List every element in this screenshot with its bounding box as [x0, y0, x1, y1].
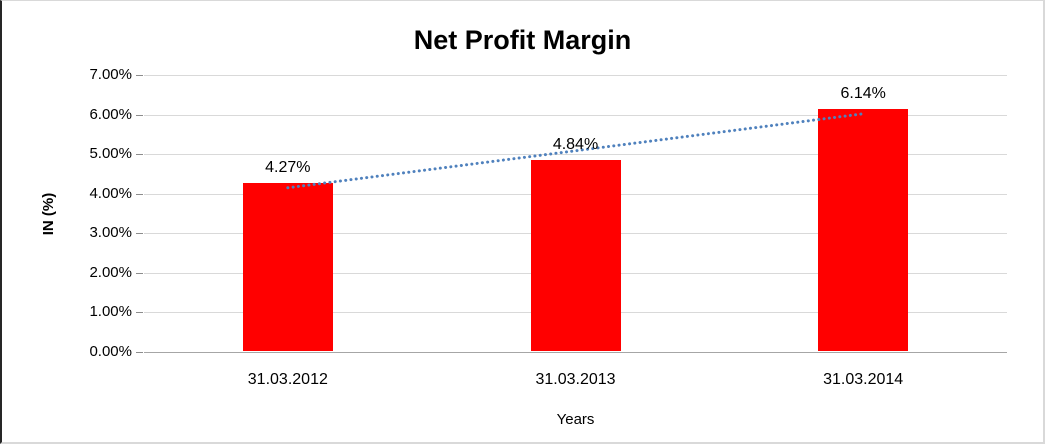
y-tick-mark	[136, 154, 143, 156]
x-tick-label: 31.03.2013	[535, 371, 616, 388]
data-label: 4.27%	[265, 159, 311, 177]
y-tick-mark	[136, 114, 143, 116]
chart-title: Net Profit Margin	[413, 25, 632, 55]
y-tick-label: 3.00%	[89, 224, 132, 242]
y-tick-label: 4.00%	[89, 184, 132, 202]
y-tick-label: 7.00%	[89, 66, 132, 83]
data-label: 6.14%	[840, 85, 886, 103]
gridline	[144, 154, 1007, 156]
y-tick-mark	[136, 193, 143, 195]
plot-area	[144, 75, 1007, 353]
x-axis-title: Years	[556, 411, 595, 428]
y-tick-label: 0.00%	[89, 343, 132, 360]
trendline	[286, 112, 865, 190]
y-tick-mark	[136, 75, 143, 76]
y-tick-mark	[136, 272, 143, 274]
y-tick-label: 1.00%	[89, 303, 132, 321]
gridline	[144, 114, 1007, 116]
y-tick-mark	[136, 352, 143, 353]
bar-31.03.2012	[242, 183, 333, 351]
y-tick-label: 2.00%	[89, 263, 132, 281]
data-label: 4.84%	[552, 136, 599, 154]
y-tick-mark	[136, 233, 143, 235]
bar-31.03.2014	[818, 109, 909, 351]
x-tick-label: 31.03.2012	[247, 371, 328, 388]
x-tick-label: 31.03.2014	[823, 371, 904, 388]
y-tick-label: 6.00%	[89, 105, 132, 123]
y-axis-title: IN (%)	[40, 192, 57, 236]
y-tick-label: 5.00%	[89, 145, 132, 163]
y-tick-mark	[136, 312, 143, 314]
x-axis-line	[144, 352, 1007, 353]
bar-31.03.2013	[530, 160, 621, 351]
gridline	[144, 75, 1007, 76]
